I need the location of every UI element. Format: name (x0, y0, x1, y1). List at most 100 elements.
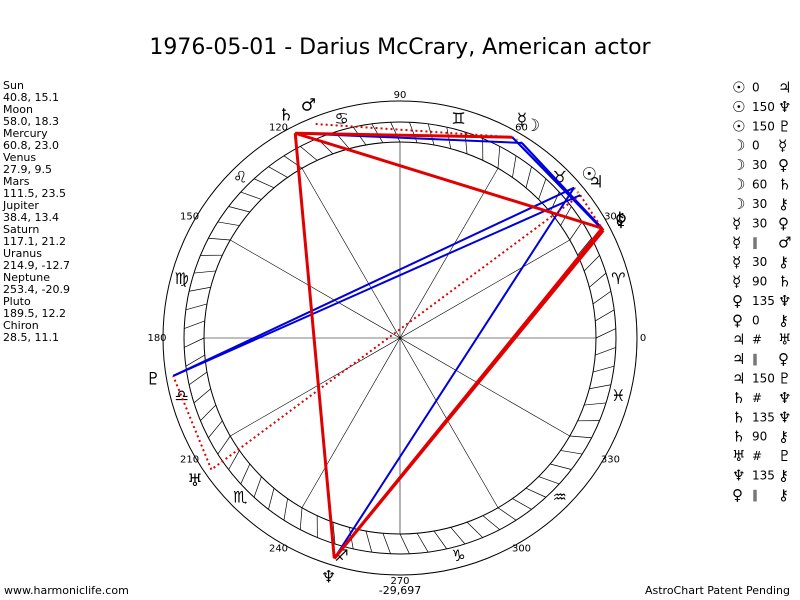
hatch (538, 178, 547, 200)
hatch (332, 522, 336, 545)
planet-name: Chiron (3, 319, 39, 332)
hatch (240, 191, 262, 200)
aspect-line (172, 375, 213, 470)
aspect-glyph-b: ♀ (778, 350, 789, 368)
aspect-glyph-b: ⚷ (778, 486, 789, 504)
aspect-line (511, 136, 603, 229)
aspect-line (172, 194, 581, 377)
aspect-glyph-a: ♃ (732, 331, 745, 349)
planet-name: Jupiter (2, 199, 39, 212)
aspect-line (294, 131, 603, 230)
aspect-type: ∥ (752, 352, 758, 366)
hatch (399, 533, 410, 554)
aspect-glyph-a: ♀ (732, 292, 743, 310)
planet-glyph: ♇ (146, 369, 161, 389)
planet-coords: 253.4, -20.9 (3, 283, 70, 296)
hatch (577, 238, 592, 256)
hatch (253, 178, 275, 189)
zodiac-sign: ♓ (611, 386, 625, 405)
degree-label: 300 (512, 543, 531, 554)
hatch (589, 272, 607, 288)
aspect-glyph-a: ☿ (732, 214, 741, 232)
aspect-line (210, 194, 581, 471)
planet-coords: 28.5, 11.1 (3, 331, 59, 344)
footer-left: www.harmoniclife.com (4, 584, 129, 597)
aspect-glyph-a: ♄ (732, 408, 745, 426)
hatch (193, 388, 211, 404)
aspect-glyph-a: ☿ (732, 253, 741, 271)
degree-label: 330 (601, 455, 620, 466)
zodiac-sign: ♈ (611, 269, 625, 288)
degree-label: 150 (180, 212, 199, 223)
planet-name: Uranus (3, 247, 42, 260)
hatch (185, 303, 208, 311)
hatch (497, 507, 517, 521)
hatch (595, 309, 615, 322)
aspect-glyph-b: ♄ (778, 273, 791, 291)
planet-coords: 58.0, 18.3 (3, 115, 59, 128)
ring-outer (183, 121, 617, 555)
aspect-glyph-a: ☉ (732, 98, 745, 116)
aspect-line (293, 133, 336, 559)
aspect-glyph-a: ☉ (732, 79, 745, 97)
planet-name: Sun (3, 79, 24, 92)
aspect-line (573, 186, 582, 196)
planet-name: Neptune (3, 271, 50, 284)
hatch (208, 420, 223, 438)
aspect-type: 30 (752, 158, 767, 172)
hatch (592, 290, 612, 305)
aspect-line (601, 227, 605, 231)
aspect-type: # (752, 449, 762, 463)
planet-coords: 214.9, -12.7 (3, 259, 70, 272)
zodiac-sign: ♏ (233, 487, 247, 506)
zodiac-sign: ♑ (451, 546, 465, 565)
aspect-type: 60 (752, 178, 767, 192)
hatch (365, 530, 373, 553)
aspect-glyph-a: ☽ (732, 137, 745, 155)
planet-coords: 27.9, 9.5 (3, 163, 52, 176)
planet-glyph: ♅ (187, 471, 202, 491)
aspect-glyph-b: ⚷ (778, 428, 789, 446)
hatch (184, 320, 205, 329)
aspect-glyph-a: ♃ (732, 350, 745, 368)
degree-label: 90 (394, 90, 407, 101)
planet-glyph: ♂ (301, 95, 316, 115)
hatch (512, 155, 517, 178)
aspect-glyph-b: ♇ (778, 370, 791, 388)
degree-label: 240 (269, 543, 288, 554)
degree-label: 0 (640, 333, 646, 344)
hatch (433, 530, 448, 550)
aspect-glyph-b: ⚷ (778, 311, 789, 329)
hatch (299, 507, 303, 530)
planet-glyph: ☽ (525, 116, 540, 136)
aspect-type: 150 (752, 119, 775, 133)
zodiac-sign: ♋ (334, 109, 348, 128)
hatch (569, 435, 592, 439)
aspect-glyph-b: ♀ (778, 156, 789, 174)
aspect-type: 0 (752, 313, 760, 327)
hatch (569, 221, 583, 241)
aspect-glyph-a: ♄ (732, 428, 745, 446)
aspect-glyph-b: ♆ (778, 408, 791, 426)
aspect-glyph-a: ♀ (732, 486, 743, 504)
aspect-glyph-b: ☿ (778, 137, 787, 155)
degree-label: 270 (390, 576, 409, 587)
hatch (283, 498, 288, 521)
aspect-type: ∥ (752, 488, 758, 502)
hatch (446, 127, 452, 149)
aspect-type: 0 (752, 139, 760, 153)
hatch (466, 521, 483, 538)
hatch (512, 498, 532, 510)
degree-label: 30 (604, 212, 617, 223)
hatch (208, 237, 231, 241)
title: 1976-05-01 - Darius McCrary, American ac… (149, 35, 651, 60)
hatch (228, 206, 250, 213)
planet-coords: 38.4, 13.4 (3, 211, 59, 224)
aspect-glyph-a: ♀ (732, 311, 743, 329)
aspect-type: 135 (752, 410, 775, 424)
hatch (217, 435, 231, 455)
hatch (184, 337, 205, 348)
hatch (592, 365, 615, 373)
planet-coords: 40.8, 15.1 (3, 91, 59, 104)
